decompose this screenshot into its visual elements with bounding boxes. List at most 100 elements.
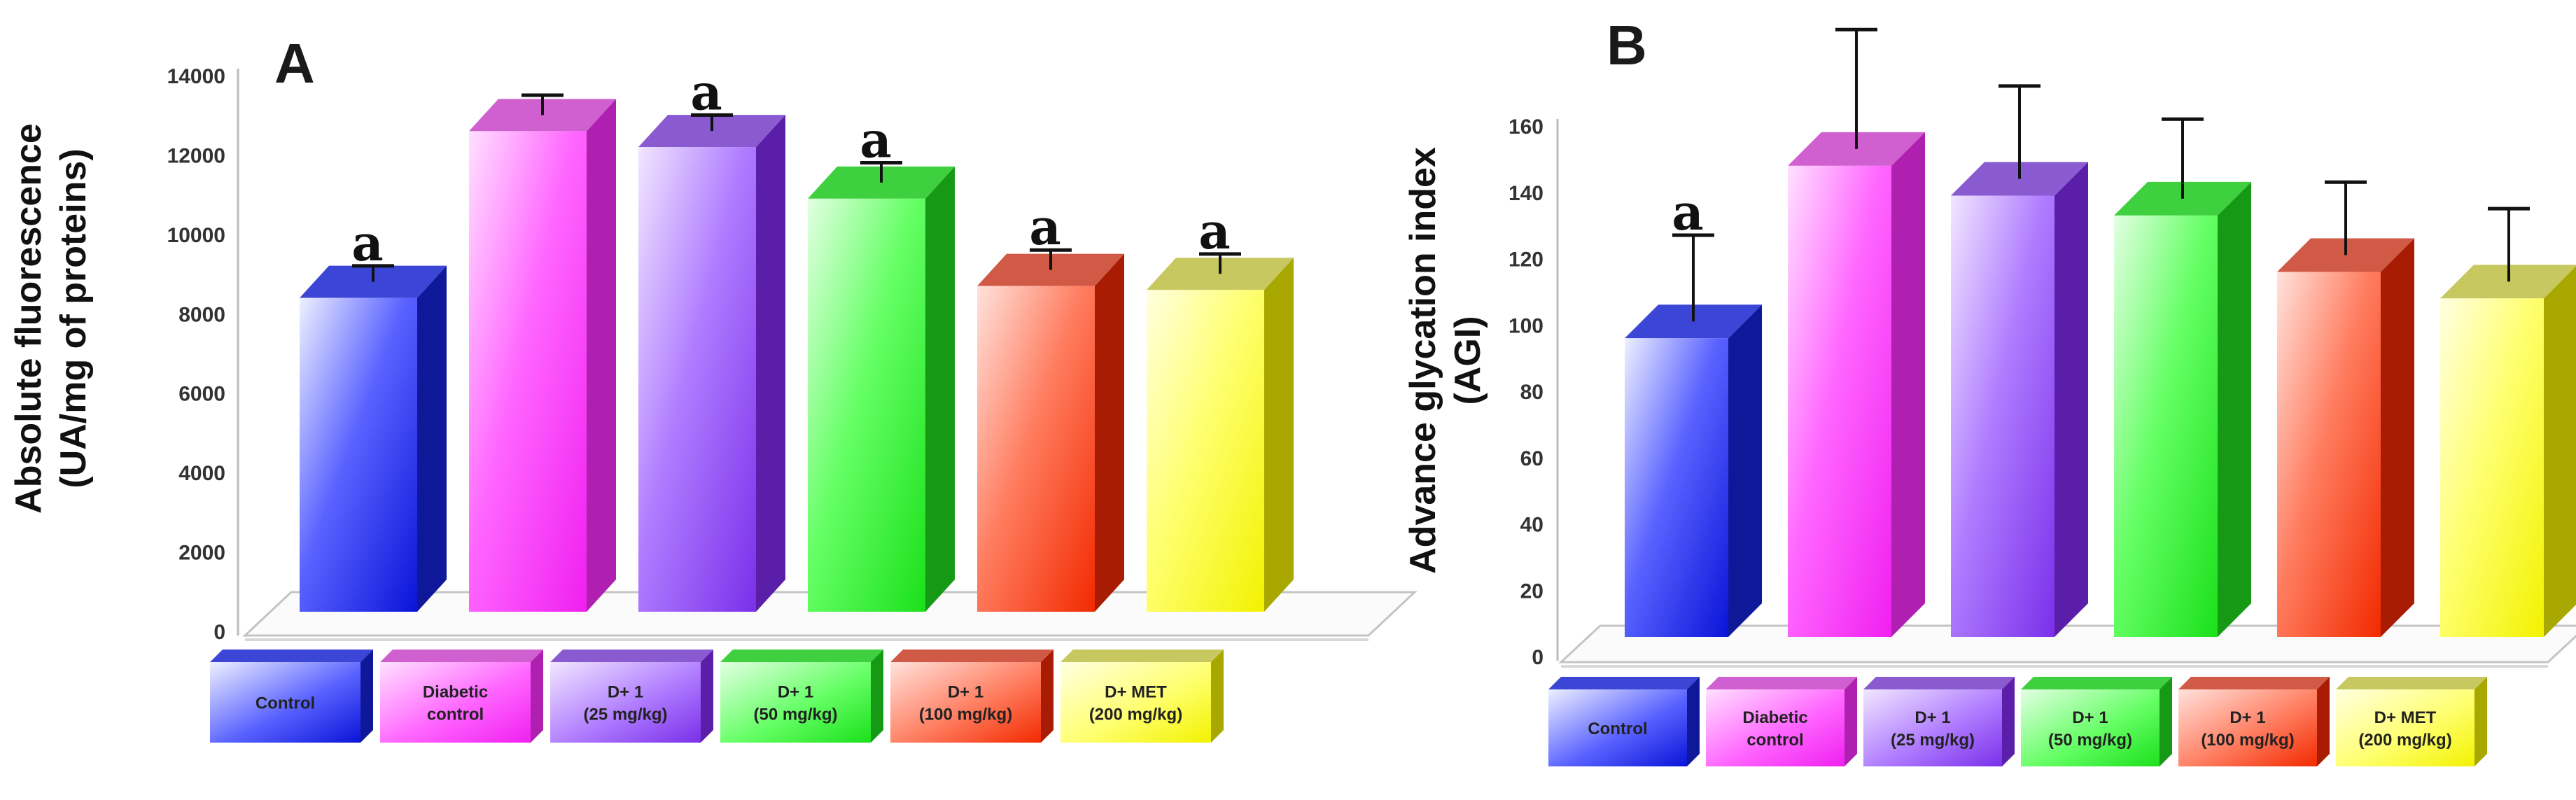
legend-box-top (1863, 677, 2015, 689)
legend-label: D+ 1 (2072, 708, 2108, 727)
y-tick-label: 20 (1520, 580, 1544, 603)
legend-item-3: D+ 1 (25 mg/kg) (550, 650, 713, 743)
bar-3: a (638, 63, 785, 612)
bar-front-face (2114, 215, 2218, 638)
legend-box-side (2474, 677, 2487, 766)
significance-label: a (351, 214, 383, 272)
bar-side-face (1095, 253, 1124, 612)
legend-swatch (890, 662, 1041, 743)
legend-label: D+ 1 (608, 683, 643, 702)
bar-side-face (2544, 266, 2576, 637)
bar-side-face (2054, 162, 2088, 638)
bar-side-face (2381, 238, 2414, 637)
legend-box-top (890, 650, 1054, 662)
bar-front-face (2277, 272, 2381, 637)
bar-1: a (1625, 183, 1762, 637)
panel-b-letter: B (1606, 14, 1647, 76)
legend-item-5: D+ 1 (100 mg/kg) (2178, 677, 2330, 766)
y-tick-label: 10000 (167, 224, 225, 247)
y-tick-label: 160 (1508, 115, 1544, 139)
panel-a-letter: A (274, 32, 315, 94)
legend-box-top (2178, 677, 2330, 689)
legend-item-6: D+ MET (200 mg/kg) (2336, 677, 2487, 766)
legend-swatch (2178, 689, 2317, 766)
panel-b-bars: a (1625, 27, 2576, 638)
legend-item-5: D+ 1 (100 mg/kg) (890, 650, 1054, 743)
legend-box-side (531, 650, 543, 743)
legend-item-3: D+ 1 (25 mg/kg) (1863, 677, 2015, 766)
legend-label: D+ 1 (1914, 708, 1950, 727)
legend-box-top (1548, 677, 1700, 689)
bar-side-face (1264, 258, 1294, 612)
legend-box-side (2317, 677, 2330, 766)
legend-label: control (427, 706, 484, 724)
significance-label: a (1672, 183, 1703, 241)
legend-swatch (210, 662, 360, 743)
legend-label: (200 mg/kg) (1089, 706, 1182, 724)
legend-swatch (720, 662, 871, 743)
legend-label: Diabetic (1742, 708, 1807, 727)
legend-box-side (871, 650, 883, 743)
legend-swatch (1706, 689, 1844, 766)
legend-label: D+ 1 (948, 683, 983, 702)
y-tick-label: 8000 (178, 303, 225, 326)
legend-box-side (1844, 677, 1857, 766)
legend-item-6: D+ MET (200 mg/kg) (1060, 650, 1224, 743)
panel-b-chart: B Advance glycation index (AGI) 0 20 40 60 8… (1403, 14, 2576, 766)
panel-a-bars: a a a a a (300, 63, 1294, 612)
bar-1: a (300, 214, 447, 612)
y-tick-label: 6000 (178, 383, 225, 406)
panel-a-ylabel-line2: (UA/mg of proteins) (53, 148, 94, 488)
y-tick-label: 60 (1520, 447, 1544, 470)
panel-b-ylabel-line2: (AGI) (1448, 316, 1488, 405)
bar-5: a (977, 198, 1124, 612)
legend-label: Control (255, 694, 315, 713)
legend-box-top (2336, 677, 2487, 689)
bar-side-face (925, 166, 955, 612)
legend-box-side (1041, 650, 1054, 743)
bar-4 (2114, 117, 2251, 638)
legend-label: control (1746, 731, 1803, 750)
bar-front-face (2440, 298, 2544, 637)
y-tick-label: 2000 (178, 542, 225, 565)
legend-box-side (360, 650, 373, 743)
bar-front-face (1951, 195, 2054, 637)
panel-a-ylabel-line1: Absolute fluorescence (8, 123, 49, 514)
legend-swatch (380, 662, 531, 743)
legend-label: (50 mg/kg) (753, 706, 837, 724)
bar-front-face (1788, 165, 1891, 638)
y-tick-label: 0 (1532, 646, 1544, 669)
legend-label: D+ MET (2374, 708, 2437, 727)
legend-label: D+ MET (1105, 683, 1167, 702)
y-tick-label: 80 (1520, 381, 1544, 404)
bar-5 (2277, 180, 2414, 637)
bar-front-face (469, 131, 587, 612)
legend-swatch (1863, 689, 2002, 766)
bar-2 (469, 93, 616, 612)
legend-swatch (2021, 689, 2160, 766)
significance-label: a (690, 63, 722, 121)
y-tick-label: 14000 (167, 65, 225, 88)
bar-side-face (756, 115, 785, 612)
legend-box-top (2021, 677, 2172, 689)
legend-label: (50 mg/kg) (2048, 731, 2132, 750)
legend-swatch (550, 662, 701, 743)
legend-swatch (1060, 662, 1211, 743)
bar-side-face (417, 265, 447, 612)
bar-front-face (808, 198, 925, 612)
legend-box-side (2002, 677, 2015, 766)
legend-item-2: Diabetic control (1706, 677, 1857, 766)
bar-side-face (1728, 304, 1762, 637)
legend-label: D+ 1 (778, 683, 813, 702)
legend-box-side (1211, 650, 1224, 743)
legend-item-1: Control (1548, 677, 1700, 766)
y-tick-label: 100 (1508, 314, 1544, 337)
significance-label: a (860, 111, 891, 169)
significance-label: a (1029, 198, 1060, 256)
legend-box-top (1060, 650, 1224, 662)
bar-front-face (977, 286, 1095, 612)
legend-item-1: Control (210, 650, 373, 743)
bar-6 (2440, 206, 2576, 637)
